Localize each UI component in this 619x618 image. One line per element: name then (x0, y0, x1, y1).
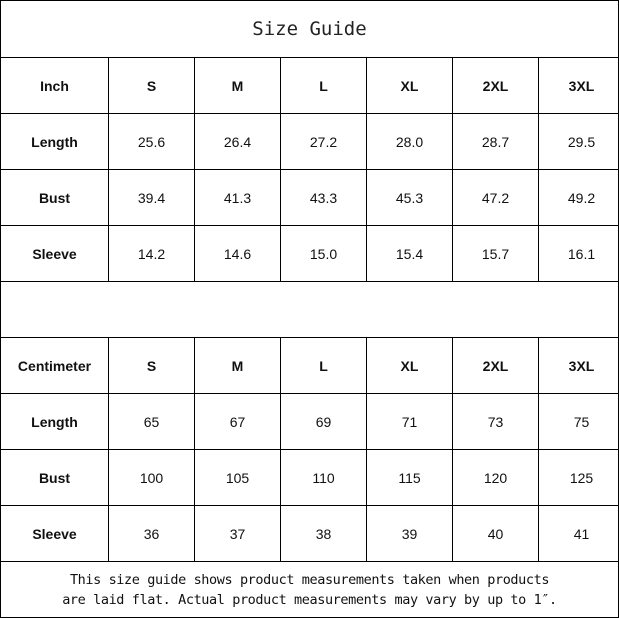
measurement-cell: 16.1 (538, 225, 619, 282)
measurement-cell: 27.2 (280, 113, 367, 170)
measurement-cell: 105 (194, 449, 281, 506)
measurement-cell: 47.2 (452, 169, 539, 226)
measurement-cell: 28.0 (366, 113, 453, 170)
measurement-cell: 41 (538, 505, 619, 562)
measurement-cell: 26.4 (194, 113, 281, 170)
footer-line-2: are laid flat. Actual product measuremen… (62, 592, 557, 608)
row-label: Sleeve (1, 225, 109, 282)
table-row: Length 65 67 69 71 73 75 (1, 393, 619, 450)
measurement-cell: 40 (452, 505, 539, 562)
size-header: XL (366, 57, 453, 114)
table-row: Bust 39.4 41.3 43.3 45.3 47.2 49.2 (1, 169, 619, 226)
unit-header: Inch (1, 57, 109, 114)
footer-line-1: This size guide shows product measuremen… (69, 572, 550, 588)
measurement-cell: 49.2 (538, 169, 619, 226)
row-label: Length (1, 393, 109, 450)
size-header: 2XL (452, 57, 539, 114)
measurement-cell: 43.3 (280, 169, 367, 226)
measurement-cell: 39 (366, 505, 453, 562)
row-label: Bust (1, 169, 109, 226)
measurement-cell: 36 (108, 505, 195, 562)
inch-size-table: Inch S M L XL 2XL 3XL Length 25.6 26.4 27.2 28.0 28.… (1, 57, 619, 282)
measurement-cell: 45.3 (366, 169, 453, 226)
measurement-cell: 41.3 (194, 169, 281, 226)
measurement-cell: 69 (280, 393, 367, 450)
measurement-cell: 15.0 (280, 225, 367, 282)
measurement-cell: 65 (108, 393, 195, 450)
measurement-cell: 75 (538, 393, 619, 450)
size-header: M (194, 337, 281, 394)
row-label: Length (1, 113, 109, 170)
size-header: L (280, 57, 367, 114)
measurement-cell: 14.6 (194, 225, 281, 282)
measurement-cell: 71 (366, 393, 453, 450)
measurement-cell: 25.6 (108, 113, 195, 170)
measurement-cell: 67 (194, 393, 281, 450)
measurement-cell: 14.2 (108, 225, 195, 282)
size-header: S (108, 337, 195, 394)
centimeter-size-table: Centimeter S M L XL 2XL 3XL Length 65 67 69 71 73 75 B… (1, 337, 619, 562)
measurement-cell: 28.7 (452, 113, 539, 170)
size-header: 3XL (538, 57, 619, 114)
measurement-cell: 39.4 (108, 169, 195, 226)
measurement-cell: 120 (452, 449, 539, 506)
size-header: L (280, 337, 367, 394)
header-row: Inch S M L XL 2XL 3XL (1, 57, 619, 114)
measurement-cell: 73 (452, 393, 539, 450)
measurement-cell: 15.7 (452, 225, 539, 282)
measurement-cell: 37 (194, 505, 281, 562)
table-row: Sleeve 14.2 14.6 15.0 15.4 15.7 16.1 (1, 225, 619, 282)
size-header: M (194, 57, 281, 114)
table-row: Bust 100 105 110 115 120 125 (1, 449, 619, 506)
measurement-cell: 125 (538, 449, 619, 506)
measurement-cell: 110 (280, 449, 367, 506)
measurement-cell: 29.5 (538, 113, 619, 170)
table-row: Length 25.6 26.4 27.2 28.0 28.7 29.5 (1, 113, 619, 170)
page-title: Size Guide (1, 1, 618, 58)
measurement-cell: 15.4 (366, 225, 453, 282)
row-label: Sleeve (1, 505, 109, 562)
measurement-cell: 100 (108, 449, 195, 506)
size-header: 2XL (452, 337, 539, 394)
size-header: XL (366, 337, 453, 394)
size-header: 3XL (538, 337, 619, 394)
measurement-cell: 115 (366, 449, 453, 506)
table-row: Sleeve 36 37 38 39 40 41 (1, 505, 619, 562)
row-label: Bust (1, 449, 109, 506)
header-row: Centimeter S M L XL 2XL 3XL (1, 337, 619, 394)
measurement-cell: 38 (280, 505, 367, 562)
spacer-row (1, 281, 618, 337)
size-header: S (108, 57, 195, 114)
unit-header: Centimeter (1, 337, 109, 394)
footer-note: This size guide shows product measuremen… (1, 561, 618, 618)
